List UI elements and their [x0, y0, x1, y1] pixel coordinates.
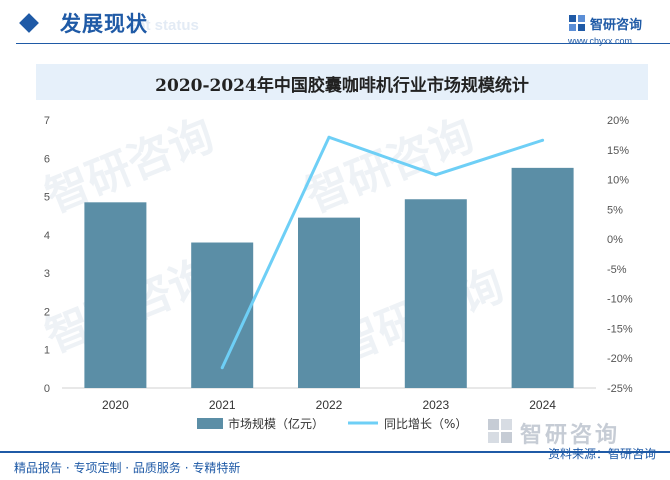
header-divider — [16, 43, 670, 44]
x-tick-label: 2023 — [422, 398, 449, 412]
footer-tagline: 精品报告 · 专项定制 · 品质服务 · 专精特新 — [14, 461, 241, 475]
y-right-tick-label: 0% — [607, 234, 623, 246]
bar — [298, 217, 360, 388]
line-point — [327, 135, 331, 139]
chart-title-band: 2020-2024年中国胶囊咖啡机行业市场规模统计 — [36, 64, 648, 100]
x-tick-label: 2021 — [209, 398, 236, 412]
bar — [511, 167, 574, 388]
y-left-tick-label: 4 — [44, 230, 50, 242]
line-point — [541, 138, 545, 142]
bar — [84, 202, 147, 388]
header: ent status 发展现状 智研咨询 www.chyxx.com — [0, 0, 670, 56]
y-right-tick-label: -15% — [607, 323, 633, 335]
bar — [191, 242, 254, 388]
footer-divider — [0, 451, 670, 453]
legend-swatch-bar — [197, 418, 223, 429]
brand-name: 智研咨询 — [590, 18, 643, 33]
y-left-tick-label: 7 — [44, 115, 50, 127]
growth-line — [220, 135, 544, 369]
bar — [404, 199, 467, 388]
y-left-tick-label: 2 — [44, 306, 50, 318]
y-right-tick-label: 5% — [607, 204, 623, 216]
footer-brand: 智研咨询 — [520, 423, 621, 448]
data-source: 资料来源：智研咨询 — [547, 447, 656, 461]
y-left-tick-label: 3 — [44, 268, 50, 280]
x-tick-label: 2020 — [102, 398, 129, 412]
line-point — [434, 173, 438, 177]
legend-label-bar: 市场规模（亿元） — [228, 416, 324, 431]
y-left-tick-label: 6 — [44, 153, 50, 165]
legend-label-line: 同比增长（%） — [384, 417, 467, 431]
y-left-tick-label: 5 — [44, 192, 50, 204]
y-right-tick-label: -20% — [607, 353, 633, 365]
y-right-tick-label: 20% — [607, 115, 629, 127]
y-right-tick-label: 15% — [607, 145, 629, 157]
footer-logo-icon — [488, 419, 512, 443]
brand-url: www.chyxx.com — [568, 36, 633, 46]
y-left-tick-label: 0 — [44, 383, 50, 395]
y-right-tick-label: -5% — [607, 264, 627, 276]
y-right-tick-label: -25% — [607, 383, 633, 395]
brand-logo-icon — [569, 15, 585, 31]
y-left-tick-label: 1 — [44, 345, 50, 357]
x-tick-label: 2022 — [316, 398, 343, 412]
section-subtitle: ent status — [128, 17, 199, 34]
y-right-tick-label: 10% — [607, 175, 629, 187]
section-title: 发展现状 — [60, 12, 148, 36]
y-right-tick-label: -10% — [607, 294, 633, 306]
chart-title: 2020-2024年中国胶囊咖啡机行业市场规模统计 — [155, 76, 529, 96]
x-tick-label: 2024 — [529, 398, 556, 412]
line-point — [220, 366, 224, 370]
